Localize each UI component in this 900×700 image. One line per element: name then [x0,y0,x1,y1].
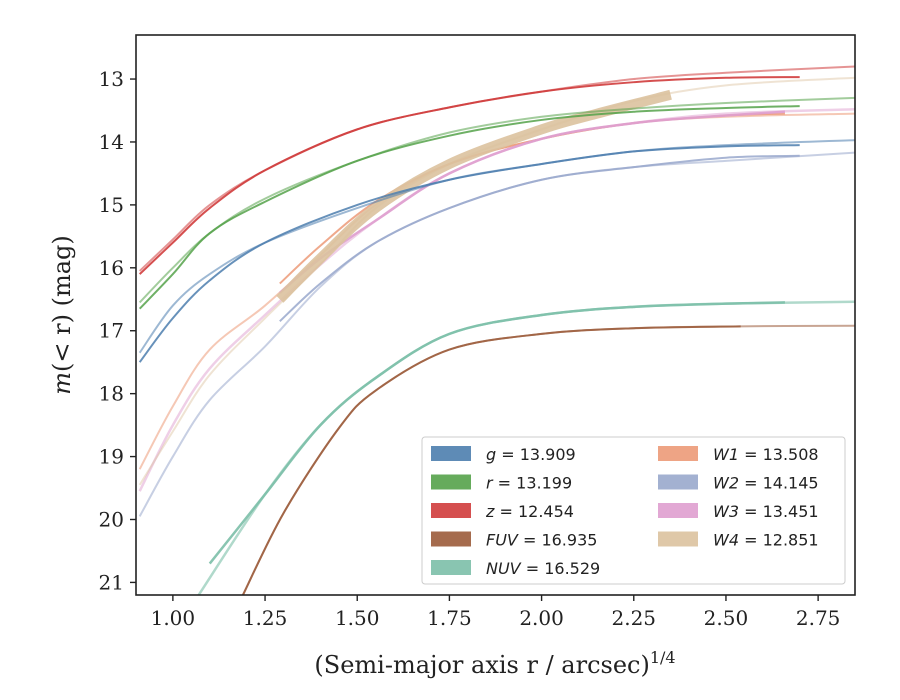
y-tick-label: 21 [99,570,124,594]
series-r [138,96,855,310]
legend-swatch-w2 [658,474,698,490]
y-tick-label: 17 [99,319,124,343]
legend-box [421,436,846,585]
series-layer [138,65,855,595]
y-tick-label: 20 [99,507,124,531]
x-axis-title-main: (Semi-major axis r / arcsec) [314,651,649,679]
legend-swatch-nuv [431,560,471,575]
legend-swatch-fuv [431,531,471,547]
x-tick-label: 2.25 [612,606,657,630]
legend-label-w3: W3 = 13.451 [713,502,819,521]
y-tick-label: 13 [99,67,124,91]
series-w2-curve-2 [138,151,855,517]
series-fuv-curve-2 [242,324,855,595]
x-axis-title: (Semi-major axis r / arcsec)1/4 [314,648,675,679]
x-tick-label: 2.50 [704,606,749,630]
legend-swatch-z [431,503,471,518]
legend-items: g = 13.909 r = 13.199 z = 12.454 FUV = 16.9… [431,445,819,578]
x-axis-ticks: 1.00 1.25 1.50 1.75 2.00 2.25 2.50 2.75 [151,595,841,630]
series-w2 [138,151,855,517]
x-axis-title-exponent: 1/4 [650,648,676,667]
legend-label-w1: W1 = 13.508 [713,445,819,464]
legend-swatch-w4 [658,531,698,547]
legend-label-z: z = 12.454 [485,502,574,521]
y-tick-label: 19 [99,445,124,469]
y-tick-label: 14 [99,130,124,154]
legend-label-g: g = 13.909 [486,445,576,464]
y-tick-label: 18 [99,382,124,406]
plot-frame [135,34,856,596]
y-axis-title-rest: (< r) (mag) [48,235,76,372]
x-tick-label: 1.50 [335,606,380,630]
legend-swatch-g [431,446,471,461]
legend-label-w2: W2 = 14.145 [713,474,819,493]
series-z [139,65,855,275]
series-r-curve-2 [138,96,855,304]
x-tick-label: 2.00 [519,606,564,630]
x-tick-label: 1.75 [427,606,472,630]
y-axis-title-m: m [48,372,76,395]
series-g-curve-2 [138,139,855,354]
series-g [138,139,855,363]
x-tick-label: 1.25 [243,606,288,630]
y-tick-label: 15 [99,193,124,217]
legend-swatch-r [431,474,471,490]
series-nuv [197,300,855,595]
series-fuv [242,324,855,595]
legend: g = 13.909 r = 13.199 z = 12.454 FUV = 16.9… [421,436,846,585]
x-tick-label: 2.75 [796,606,841,630]
legend-label-nuv: NUV = 16.529 [486,559,600,578]
x-tick-label: 1.00 [151,606,196,630]
legend-label-fuv: FUV = 16.935 [486,531,597,550]
legend-swatch-w3 [658,503,698,518]
y-tick-label: 16 [99,256,124,280]
series-z-curve-2 [139,65,855,272]
y-axis-title: m(< r) (mag) [48,235,76,395]
series-w3-curve-2 [138,108,855,492]
legend-swatch-w1 [658,446,698,461]
legend-label-w4: W4 = 12.851 [713,531,819,550]
series-nuv-curve-2 [197,300,855,595]
legend-label-r: r = 13.199 [486,474,572,493]
y-axis-ticks: 13 14 15 16 17 18 19 20 21 [99,67,136,594]
